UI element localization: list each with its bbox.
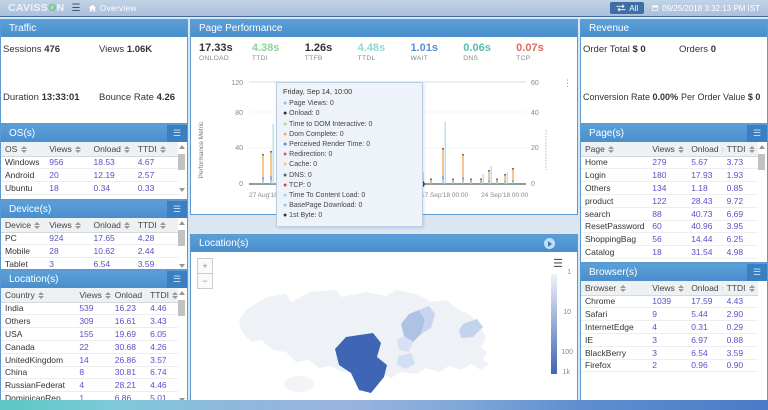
svg-text:17 Sep'18 00:00: 17 Sep'18 00:00 <box>421 192 469 199</box>
svg-text:40: 40 <box>235 145 243 152</box>
svg-text:0: 0 <box>531 181 535 188</box>
svg-text:0: 0 <box>239 181 243 188</box>
svg-text:80: 80 <box>235 110 243 117</box>
svg-text:24 Sep'18 00:00: 24 Sep'18 00:00 <box>481 192 529 199</box>
svg-text:Performance Metric: Performance Metric <box>198 121 205 178</box>
svg-text:20: 20 <box>531 145 539 152</box>
svg-text:40: 40 <box>531 110 539 117</box>
svg-text:60: 60 <box>531 80 539 87</box>
svg-text:120: 120 <box>231 80 243 87</box>
